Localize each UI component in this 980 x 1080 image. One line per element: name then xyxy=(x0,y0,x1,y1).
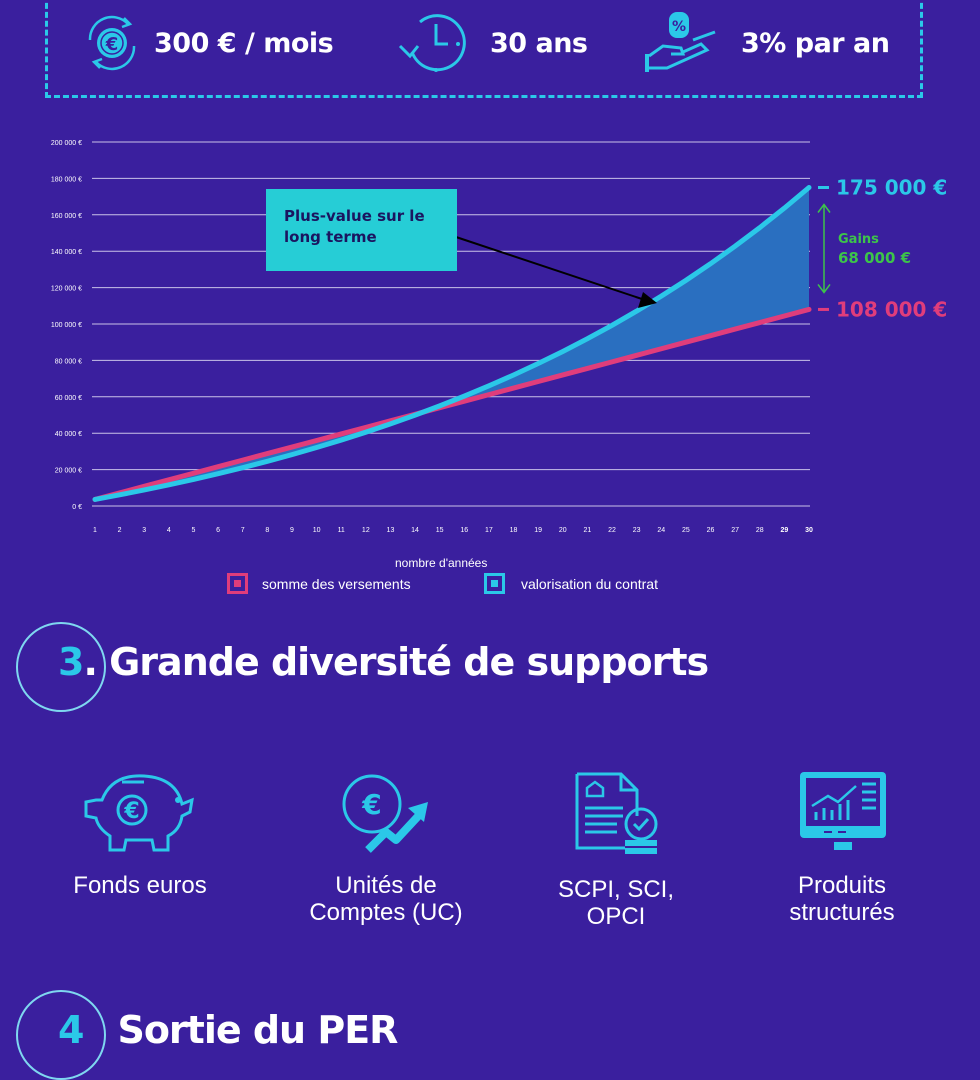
y-tick-label: 160 000 € xyxy=(51,213,82,220)
x-tick-label: 3 xyxy=(142,527,146,534)
svg-text:€: € xyxy=(361,788,381,821)
y-tick-label: 180 000 € xyxy=(51,176,82,183)
gain-value: 68 000 € xyxy=(838,249,911,267)
x-tick-label: 27 xyxy=(731,527,739,534)
x-tick-label: 24 xyxy=(657,527,665,534)
clock-icon xyxy=(398,14,466,72)
section-3-title: . Grande diversité de supports xyxy=(83,640,709,684)
y-tick-label: 200 000 € xyxy=(51,140,82,147)
legend-label-valorisation: valorisation du contrat xyxy=(521,575,658,592)
y-tick-label: 120 000 € xyxy=(51,286,82,293)
x-tick-label: 6 xyxy=(216,527,220,534)
annotation-arrow-line xyxy=(455,236,646,301)
legend-label-versements: somme des versements xyxy=(262,575,411,592)
x-axis-title: nombre d'années xyxy=(395,556,488,570)
piggy-bank-euro-icon: € xyxy=(84,774,194,852)
section-4-number: 4 xyxy=(58,1008,84,1052)
chart-annotation: Plus-value sur le long terme xyxy=(266,189,457,271)
section-3-number: 3 xyxy=(58,640,84,684)
end-label-bottom: 108 000 € xyxy=(836,297,947,321)
x-tick-label: 11 xyxy=(338,527,345,534)
support-label-4a: Produits xyxy=(797,872,887,899)
x-tick-label: 18 xyxy=(510,527,518,534)
support-fonds-euros: Fonds euros xyxy=(30,872,250,899)
x-tick-label: 30 xyxy=(805,527,813,534)
x-tick-label: 20 xyxy=(559,527,567,534)
annotation-line1: Plus-value sur le xyxy=(284,207,425,225)
x-tick-label: 1 xyxy=(93,527,97,534)
stat-rate: % 3% par an xyxy=(645,10,890,76)
y-tick-label: 80 000 € xyxy=(55,358,82,365)
x-tick-label: 8 xyxy=(265,527,269,534)
section-3-circle xyxy=(16,622,106,712)
euro-growth-icon: € xyxy=(342,774,428,853)
support-label-4b: structurés xyxy=(789,899,895,926)
svg-text:€: € xyxy=(123,799,139,824)
gain-arrow-head-top xyxy=(817,203,831,213)
series-line-versements xyxy=(92,306,812,502)
x-tick-label: 29 xyxy=(780,527,788,534)
x-tick-label: 2 xyxy=(118,527,122,534)
annotation-arrowhead xyxy=(638,292,657,308)
series-line-valorisation xyxy=(92,185,812,502)
y-tick-label: 140 000 € xyxy=(51,249,82,256)
support-label-3b: OPCI xyxy=(586,903,646,930)
x-tick-label: 7 xyxy=(241,527,245,534)
x-tick-label: 4 xyxy=(167,527,171,534)
svg-text:%: % xyxy=(672,19,686,35)
gain-area xyxy=(95,187,809,500)
x-tick-label: 12 xyxy=(362,527,370,534)
x-tick-label: 25 xyxy=(682,527,690,534)
gain-arrow-head-bottom xyxy=(817,283,831,294)
legend-item-valorisation: valorisation du contrat xyxy=(484,573,658,594)
legend-item-versements: somme des versements xyxy=(227,573,411,594)
y-tick-label: 60 000 € xyxy=(55,395,82,402)
monitor-chart-icon xyxy=(800,772,886,850)
y-tick-label: 20 000 € xyxy=(55,468,82,475)
section-4-title: Sortie du PER xyxy=(117,1008,398,1052)
section-3-header: 3 . Grande diversité de supports xyxy=(58,640,709,684)
support-label-2a: Unités de xyxy=(335,872,437,899)
legend-swatch-pink xyxy=(227,573,248,594)
stat-rate-text: 3% par an xyxy=(741,27,890,59)
chart: 0 € 20 000 € 40 000 € 60 000 € 80 000 € 100 0… xyxy=(51,140,948,534)
y-tick-label: 0 € xyxy=(72,504,82,511)
x-tick-label: 21 xyxy=(584,527,592,534)
y-tick-label: 100 000 € xyxy=(51,322,82,329)
annotation-line2: long terme xyxy=(284,228,377,246)
stat-monthly: € 300 € / mois xyxy=(78,10,334,76)
euro-cycle-icon: € xyxy=(88,15,136,71)
stat-duration: 30 ans xyxy=(396,10,588,76)
x-tick-label: 19 xyxy=(534,527,542,534)
x-tick-label: 14 xyxy=(411,527,419,534)
support-label-2b: Comptes (UC) xyxy=(309,899,463,926)
stats-box xyxy=(45,0,923,98)
x-tick-label: 16 xyxy=(460,527,468,534)
end-label-top: 175 000 € xyxy=(836,176,947,200)
x-tick-label: 13 xyxy=(387,527,395,534)
x-tick-label: 26 xyxy=(707,527,715,534)
support-label-3a: SCPI, SCI, xyxy=(557,876,675,903)
stat-duration-text: 30 ans xyxy=(490,27,588,59)
x-tick-label: 10 xyxy=(313,527,321,534)
x-tick-label: 5 xyxy=(192,527,196,534)
gain-title: Gains xyxy=(838,232,879,247)
support-unites-comptes: Unités de Comptes (UC) xyxy=(266,872,506,926)
support-scpi: SCPI, SCI, OPCI xyxy=(506,876,726,930)
support-produits-structures: Produits structurés xyxy=(732,872,952,926)
hand-percent-icon: % xyxy=(645,12,716,72)
x-tick-label: 17 xyxy=(485,527,493,534)
document-coins-icon xyxy=(575,772,658,854)
x-tick-label: 23 xyxy=(633,527,641,534)
x-tick-label: 28 xyxy=(756,527,764,534)
y-tick-label: 40 000 € xyxy=(55,431,82,438)
svg-text:€: € xyxy=(105,34,119,55)
section-4-header: 4 Sortie du PER xyxy=(58,1008,398,1052)
x-tick-label: 22 xyxy=(608,527,616,534)
x-tick-label: 15 xyxy=(436,527,444,534)
legend-swatch-cyan xyxy=(484,573,505,594)
support-label-1: Fonds euros xyxy=(73,872,207,899)
x-tick-label: 9 xyxy=(290,527,294,534)
stat-monthly-text: 300 € / mois xyxy=(154,27,334,59)
